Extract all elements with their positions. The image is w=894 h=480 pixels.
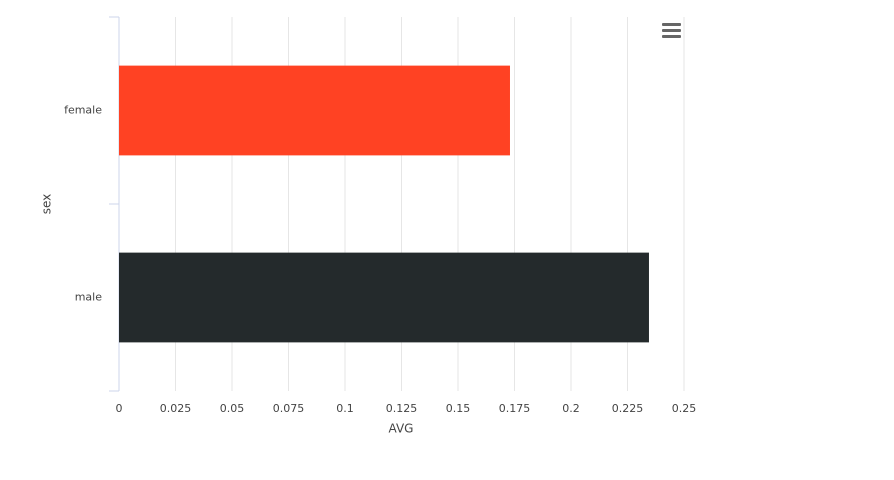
x-tick-label: 0.125 xyxy=(386,402,418,415)
x-tick-label: 0.175 xyxy=(499,402,531,415)
x-tick-label: 0.1 xyxy=(336,402,354,415)
x-tick-label: 0.2 xyxy=(562,402,580,415)
x-axis-title: AVG xyxy=(389,422,414,436)
x-tick-label: 0.075 xyxy=(273,402,305,415)
menu-line xyxy=(662,29,681,32)
bar xyxy=(119,65,510,156)
menu-button[interactable] xyxy=(660,20,684,42)
x-tick-label: 0.25 xyxy=(672,402,697,415)
menu-line xyxy=(662,35,681,38)
y-axis-title: sex xyxy=(40,194,54,215)
bar xyxy=(119,252,649,343)
y-tick-label: male xyxy=(75,291,103,304)
x-tick-label: 0 xyxy=(116,402,123,415)
menu-line xyxy=(662,23,681,26)
x-tick-label: 0.05 xyxy=(220,402,245,415)
x-tick-label: 0.225 xyxy=(612,402,644,415)
x-tick-label: 0.15 xyxy=(446,402,471,415)
y-tick-label: female xyxy=(64,104,102,117)
x-tick-label: 0.025 xyxy=(160,402,192,415)
